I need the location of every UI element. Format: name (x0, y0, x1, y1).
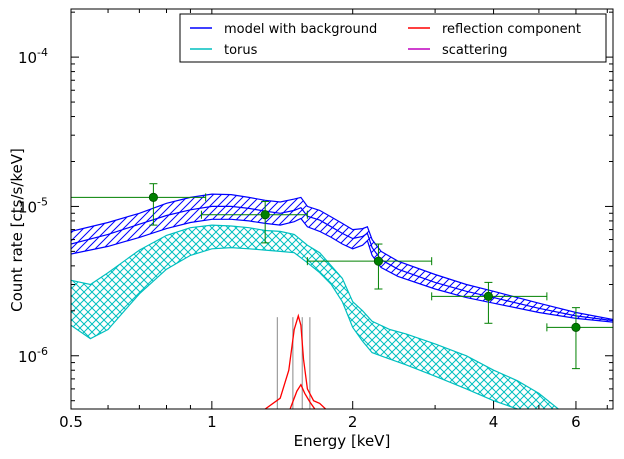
plot-frame (70, 8, 614, 410)
legend-label: torus (224, 43, 258, 58)
y-tick-label: 10-6 (18, 345, 48, 366)
y-axis-label: Count rate [cts/s/keV] (8, 148, 26, 312)
data-point-marker (483, 291, 494, 301)
model-with-background-lower-line (71, 217, 613, 323)
y-tick-label: 10-5 (18, 195, 48, 216)
x-tick-label: 2 (348, 413, 358, 431)
reflection-component-line-0 (264, 313, 327, 409)
y-tick-base: 10 (18, 348, 37, 366)
model-with-background-upper-line (71, 193, 613, 321)
legend-entry-model-with-background: model with background (190, 22, 377, 37)
legend-label: scattering (442, 43, 508, 58)
x-axis-label: Energy [keV] (294, 432, 391, 450)
data-point-marker (148, 192, 158, 202)
legend-entry-reflection-component: reflection component (408, 22, 581, 37)
x-tick-label: 1 (207, 413, 217, 431)
legend-label: model with background (224, 22, 377, 37)
x-tick-label: 4 (489, 413, 499, 431)
data-point-0 (71, 183, 207, 226)
legend: model with background torus reflection com… (179, 13, 607, 63)
data-point-marker (373, 256, 384, 266)
data-point-marker (260, 210, 270, 220)
y-tick-label: 10-4 (18, 46, 48, 67)
torus-lower-line (71, 246, 520, 409)
x-tick-label: 0.5 (59, 413, 83, 431)
y-tick-labels: 10-610-510-4 (18, 46, 48, 366)
legend-entry-scattering: scattering (408, 43, 508, 58)
legend-entry-torus: torus (190, 43, 258, 58)
axis-ticks (70, 9, 613, 409)
x-tick-labels: 0.5 1 2 4 6 (59, 413, 581, 431)
reflection-component-line-1 (289, 383, 316, 409)
data-point-1 (200, 200, 308, 244)
y-tick-base: 10 (18, 49, 37, 67)
x-tick-label: 6 (571, 413, 581, 431)
torus-band-fill (71, 225, 559, 409)
data-point-4 (546, 307, 613, 370)
plot-content (71, 183, 613, 409)
torus-upper-line (71, 224, 559, 409)
data-point-marker (571, 322, 581, 332)
model-with-background-band-fill (71, 194, 613, 323)
y-tick-exponent: -6 (37, 345, 48, 358)
y-tick-base: 10 (18, 198, 37, 216)
legend-label: reflection component (442, 22, 581, 37)
data-point-2 (306, 243, 433, 290)
y-tick-exponent: -4 (37, 46, 48, 59)
y-tick-exponent: -5 (37, 195, 48, 208)
model-with-background-mid-line (71, 205, 613, 322)
legend-box (179, 13, 607, 63)
data-point-3 (431, 281, 548, 324)
